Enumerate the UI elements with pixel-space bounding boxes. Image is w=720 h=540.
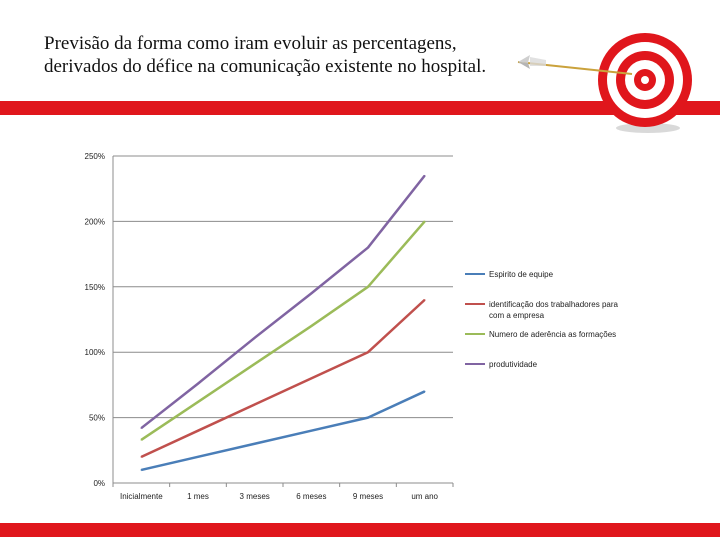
series-line-3 (140, 220, 426, 441)
data-point (140, 456, 143, 458)
data-point (140, 439, 143, 441)
series-line-1 (141, 390, 426, 472)
x-tick-label: Inicialmente (120, 492, 163, 501)
data-point (310, 377, 313, 380)
data-point (197, 456, 199, 458)
legend-label: Numero de aderência as formações (489, 330, 616, 339)
data-point (140, 469, 143, 471)
slide-title-line-1: Previsão da forma como iram evoluir as p… (44, 33, 457, 54)
legend-label: identificação dos trabalhadores para com … (489, 300, 619, 320)
slide-title-line-2: derivados do défice na comunicação exist… (44, 56, 487, 77)
data-point (367, 246, 369, 249)
bottom-red-band (0, 523, 720, 537)
y-tick-label: 0% (93, 479, 105, 488)
data-point (367, 351, 369, 354)
data-point (197, 401, 199, 403)
x-tick-label: 6 meses (296, 492, 326, 501)
data-point (253, 363, 256, 365)
data-point (423, 299, 426, 301)
line-chart: 0% 50% 100% 150% 200% 250% Inicialmente 1 mes 3 … (85, 152, 619, 501)
x-tick-label: 9 meses (353, 492, 383, 501)
data-point (197, 382, 199, 385)
data-point (423, 390, 426, 393)
data-point (253, 403, 256, 406)
data-point (423, 174, 426, 177)
x-tick-label: um ano (411, 492, 438, 501)
legend-label: produtividade (489, 360, 538, 369)
top-red-band (0, 101, 720, 115)
data-point (253, 337, 256, 339)
data-point (197, 429, 199, 432)
legend-label: Espirito de equipe (489, 270, 554, 279)
series-line-2 (140, 298, 426, 458)
data-point (367, 416, 369, 419)
data-point (253, 442, 256, 445)
y-tick-label: 100% (85, 348, 105, 357)
data-point (140, 427, 143, 429)
series-line-4 (140, 174, 426, 430)
y-tick-label: 200% (85, 217, 105, 226)
data-point (367, 286, 369, 288)
y-tick-label: 50% (89, 414, 105, 423)
x-tick-label: 1 mes (187, 492, 209, 501)
y-tick-label: 150% (85, 283, 105, 292)
x-tick-label: 3 meses (240, 492, 270, 501)
data-point (310, 429, 313, 432)
data-point (310, 292, 313, 295)
slide-title: Previsão da forma como iram evoluir as p… (44, 32, 564, 78)
y-tick-label: 250% (85, 152, 105, 161)
data-point (310, 325, 313, 327)
data-point (423, 220, 426, 223)
